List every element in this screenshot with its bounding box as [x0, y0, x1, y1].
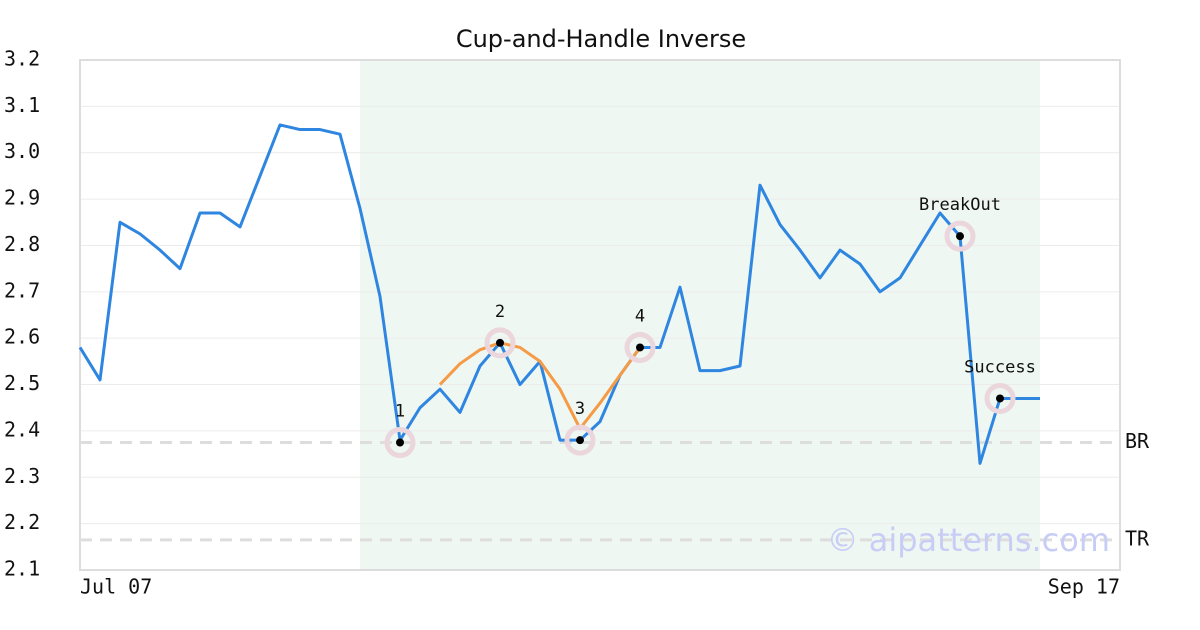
y-tick-label: 2.2 [4, 510, 40, 534]
watermark: © aipatterns.com [827, 521, 1110, 559]
y-tick-label: 2.1 [4, 557, 40, 581]
x-tick-label: Jul 07 [80, 575, 152, 599]
pattern-zone [360, 60, 1040, 570]
point-halo [484, 327, 516, 359]
point-label: Success [964, 357, 1036, 377]
point-label: 4 [635, 306, 645, 326]
series-line [78, 123, 1040, 465]
level-label: BR [1125, 429, 1150, 453]
point-halo [384, 427, 416, 458]
y-tick-label: 2.9 [4, 186, 40, 210]
point-halo [624, 331, 656, 363]
plot-frame [79, 59, 1121, 571]
chart-title: Cup-and-Handle Inverse [456, 25, 746, 53]
point-marker [636, 343, 644, 352]
point-label: 1 [395, 402, 405, 422]
y-tick-label: 2.8 [4, 232, 40, 256]
y-tick-label: 3.2 [4, 47, 40, 71]
point-label: 2 [495, 302, 505, 322]
y-tick-label: 3.1 [4, 93, 40, 117]
level-label: TR [1125, 526, 1150, 550]
point-halo [944, 220, 976, 252]
series-line [438, 341, 642, 431]
y-tick-label: 2.3 [4, 464, 40, 488]
point-marker [576, 436, 584, 445]
point-marker [996, 394, 1004, 403]
y-tick-label: 2.5 [4, 371, 40, 395]
point-label: 3 [575, 399, 585, 419]
point-halo [564, 424, 596, 456]
y-tick-label: 2.6 [4, 325, 40, 349]
point-marker [496, 338, 504, 347]
y-tick-label: 2.4 [4, 417, 40, 441]
x-tick-label: Sep 17 [1048, 575, 1120, 599]
point-marker [396, 438, 404, 447]
point-label: BreakOut [919, 195, 1001, 215]
point-marker [956, 232, 964, 241]
y-tick-label: 3.0 [4, 139, 40, 163]
y-tick-label: 2.7 [4, 278, 40, 302]
point-halo [984, 382, 1016, 414]
